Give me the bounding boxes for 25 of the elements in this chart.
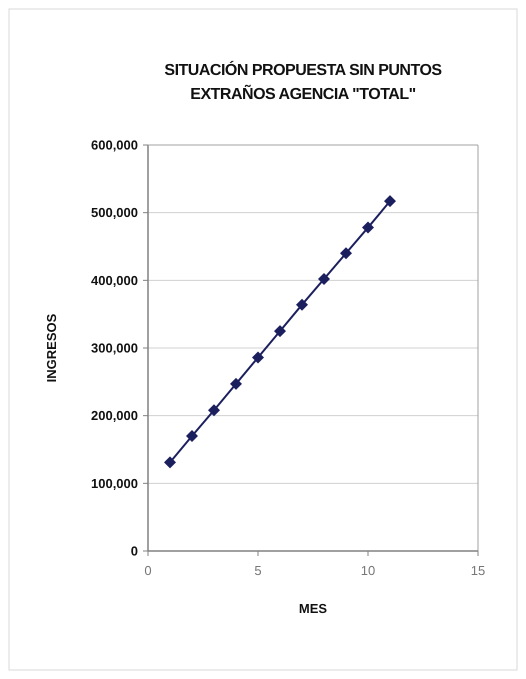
y-tick-label: 0 [130,544,138,559]
y-tick-label: 500,000 [91,205,138,220]
point [384,195,396,208]
y-tick-label: 600,000 [91,138,138,153]
point [252,351,264,364]
point [186,430,198,442]
y-tick-label: 400,000 [91,272,138,288]
x-tick-label: 0 [144,563,152,578]
chart-title: SITUACIÓN PROPUESTA SIN PUNTOS EXTRAÑOS AGENCIA "TOTAL" [164,60,442,103]
point [230,378,242,390]
x-tick-label: 15 [470,563,486,578]
y-axis-title: INGRESOS [44,313,59,382]
point [340,247,352,260]
point [362,222,374,234]
y-tick-label: 200,000 [91,408,138,424]
x-tick-label: 5 [254,563,262,578]
point [296,298,308,311]
point [164,456,176,468]
point [274,325,286,338]
point [208,404,220,416]
point [318,272,330,285]
y-tick-label: 300,000 [91,340,138,356]
y-tick-label: 100,000 [91,476,138,491]
x-axis-title: MES [298,601,328,616]
x-tick-label: 10 [360,563,376,578]
